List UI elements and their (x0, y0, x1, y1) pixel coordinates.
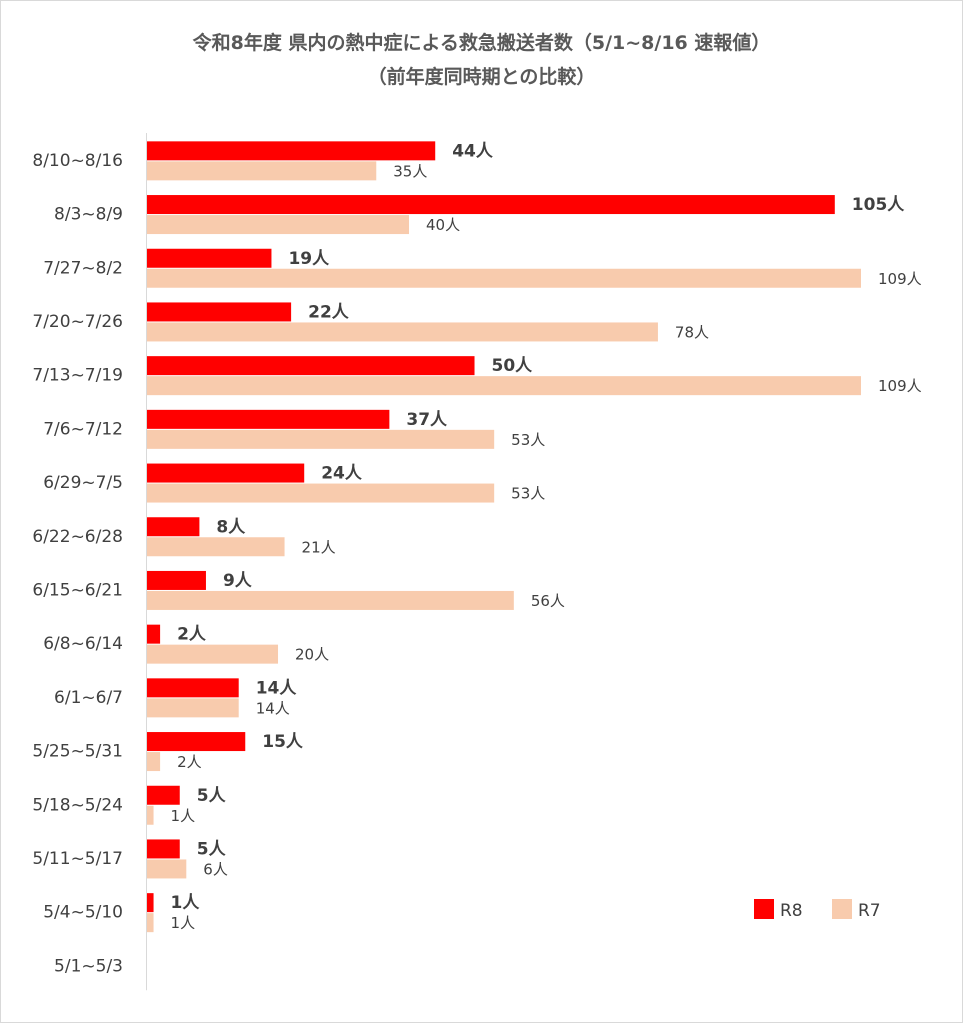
category-label: 6/22~6/28 (32, 527, 123, 547)
data-label-r8: 5人 (197, 839, 227, 859)
data-label-r8: 1人 (171, 893, 201, 913)
data-label-r8: 24人 (321, 464, 363, 484)
category-label: 7/6~7/12 (43, 419, 123, 439)
bar-r8 (147, 785, 180, 805)
data-label-r7: 6人 (203, 860, 228, 878)
bar-r7 (147, 698, 239, 718)
category-label: 5/1~5/3 (54, 956, 123, 976)
category-label: 5/4~5/10 (43, 903, 123, 923)
bar-r8 (147, 356, 475, 376)
data-label-r7: 40人 (426, 216, 460, 234)
category-label: 8/3~8/9 (54, 205, 123, 225)
bar-r8 (147, 409, 390, 429)
data-label-r7: 35人 (393, 162, 427, 180)
category-label: 6/8~6/14 (43, 634, 123, 654)
category-label: 5/11~5/17 (32, 849, 123, 869)
bar-r8 (147, 517, 200, 537)
bar-r8 (147, 839, 180, 859)
bar-r8 (147, 678, 239, 698)
data-label-r7: 109人 (878, 270, 922, 288)
bar-r7 (147, 322, 658, 342)
bar-r7 (147, 537, 285, 557)
data-label-r8: 37人 (406, 410, 448, 430)
data-label-r7: 53人 (511, 485, 545, 503)
legend-label-r7: R7 (858, 901, 881, 921)
bar-r7 (147, 859, 187, 879)
bar-r7 (147, 805, 154, 825)
data-label-r7: 1人 (171, 807, 196, 825)
chart-title-line2: （前年度同時期との比較） (367, 66, 596, 88)
bar-r8 (147, 893, 154, 913)
data-label-r8: 105人 (852, 195, 905, 215)
bar-r8 (147, 732, 246, 752)
data-label-r7: 109人 (878, 377, 922, 395)
category-label: 8/10~8/16 (32, 151, 123, 171)
bar-r8 (147, 570, 206, 590)
data-label-r8: 9人 (223, 571, 253, 591)
bar-r8 (147, 248, 272, 268)
bar-r7 (147, 644, 279, 664)
data-label-r8: 8人 (216, 517, 246, 537)
bar-r7 (147, 752, 161, 772)
bar-r8 (147, 195, 835, 215)
data-label-r8: 14人 (256, 678, 298, 698)
category-label: 5/18~5/24 (32, 795, 123, 815)
data-label-r7: 53人 (511, 431, 545, 449)
category-label: 6/15~6/21 (32, 580, 123, 600)
chart-title-line1: 令和8年度 県内の熱中症による救急搬送者数（5/1~8/16 速報値） (192, 32, 771, 54)
bar-r8 (147, 302, 292, 322)
bar-r8 (147, 463, 305, 483)
data-label-r8: 2人 (177, 625, 207, 645)
data-label-r8: 19人 (288, 249, 330, 269)
data-label-r8: 15人 (262, 732, 304, 752)
chart-title: 令和8年度 県内の熱中症による救急搬送者数（5/1~8/16 速報値） （前年度… (0, 26, 963, 94)
category-label: 5/25~5/31 (32, 742, 123, 762)
bar-r7 (147, 268, 861, 288)
data-label-r7: 20人 (295, 646, 329, 664)
bar-r7 (147, 215, 410, 235)
category-label: 7/20~7/26 (32, 312, 123, 332)
bar-r7 (147, 429, 495, 449)
bar-r7 (147, 376, 861, 396)
legend-swatch-r8 (754, 899, 774, 919)
legend-swatch-r7 (832, 899, 852, 919)
bar-r8 (147, 624, 161, 644)
bar-r7 (147, 913, 154, 933)
bar-r7 (147, 161, 377, 181)
legend-label-r8: R8 (780, 901, 803, 921)
category-label: 7/13~7/19 (32, 366, 123, 386)
data-label-r7: 78人 (675, 323, 709, 341)
data-label-r8: 44人 (452, 141, 494, 161)
data-label-r7: 2人 (177, 753, 202, 771)
data-label-r7: 21人 (302, 538, 336, 556)
category-label: 6/29~7/5 (43, 473, 123, 493)
bar-r8 (147, 141, 436, 161)
category-label: 6/1~6/7 (54, 688, 123, 708)
data-label-r8: 22人 (308, 302, 350, 322)
data-label-r8: 5人 (197, 786, 227, 806)
bar-r7 (147, 590, 514, 610)
data-label-r7: 1人 (171, 914, 196, 932)
bar-r7 (147, 483, 495, 503)
data-label-r7: 56人 (531, 592, 565, 610)
data-label-r7: 14人 (256, 699, 290, 717)
data-label-r8: 50人 (492, 356, 534, 376)
category-label: 7/27~8/2 (43, 258, 123, 278)
